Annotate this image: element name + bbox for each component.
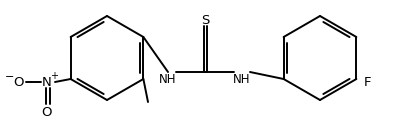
Text: NH: NH bbox=[233, 73, 251, 86]
Text: N: N bbox=[42, 76, 52, 88]
Text: O: O bbox=[42, 105, 52, 119]
Text: +: + bbox=[50, 71, 58, 81]
Text: S: S bbox=[201, 13, 209, 27]
Text: NH: NH bbox=[159, 73, 177, 86]
Text: −: − bbox=[5, 72, 15, 82]
Text: F: F bbox=[364, 76, 372, 88]
Text: O: O bbox=[13, 76, 23, 88]
